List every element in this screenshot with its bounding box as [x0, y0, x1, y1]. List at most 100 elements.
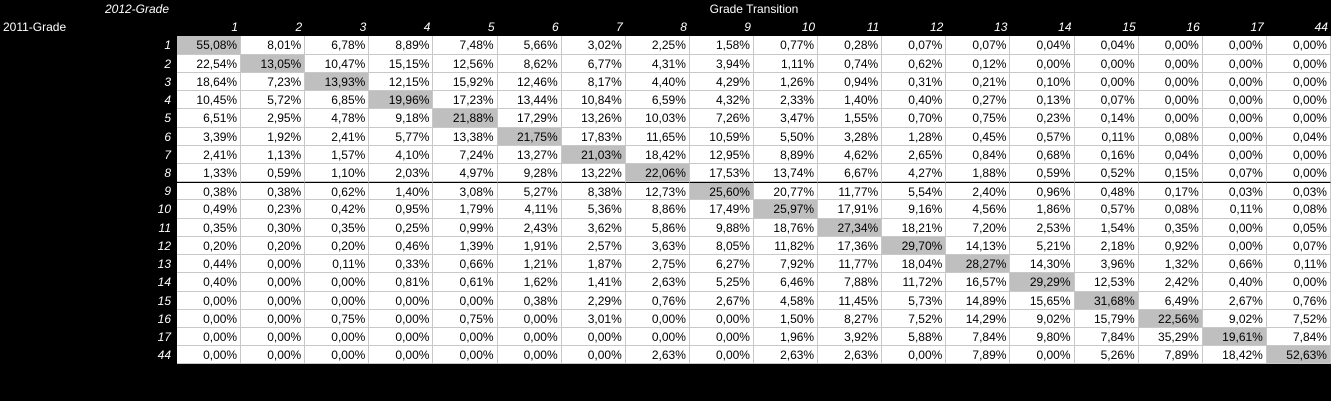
table-cell: 0,70% — [882, 109, 947, 128]
table-cell: 0,07% — [1202, 163, 1267, 183]
table-cell: 5,26% — [1074, 346, 1139, 365]
table-cell: 7,84% — [946, 327, 1011, 347]
table-cell: 12,15% — [369, 72, 434, 92]
table-cell: 5,21% — [1010, 236, 1075, 256]
table-cell: 4,32% — [689, 91, 754, 110]
table-cell: 0,21% — [946, 72, 1011, 92]
table-cell: 5,54% — [882, 182, 947, 201]
row-header: 8 — [0, 163, 177, 183]
table-cell: 7,92% — [753, 255, 819, 274]
table-cell: 0,00% — [497, 327, 562, 347]
table-cell: 1,91% — [497, 236, 562, 256]
diagonal-cell: 13,05% — [241, 54, 306, 73]
table-cell: 0,38% — [497, 291, 562, 310]
table-cell: 9,02% — [1202, 309, 1267, 328]
table-cell: 1,50% — [753, 309, 819, 328]
table-cell: 0,00% — [1266, 145, 1331, 164]
table-cell: 0,20% — [305, 236, 370, 256]
table-cell: 0,00% — [882, 346, 947, 365]
table-cell: 0,45% — [946, 127, 1011, 146]
table-cell: 2,63% — [753, 346, 819, 365]
table-cell: 7,52% — [1266, 309, 1331, 328]
table-cell: 0,08% — [1138, 127, 1203, 146]
table-cell: 8,05% — [689, 236, 754, 256]
table-cell: 0,04% — [1138, 145, 1203, 164]
table-cell: 1,96% — [753, 327, 819, 347]
table-cell: 2,03% — [369, 163, 434, 183]
table-cell: 0,35% — [1138, 218, 1203, 237]
table-cell: 1,28% — [882, 127, 947, 146]
table-cell: 0,07% — [946, 36, 1011, 55]
table-cell: 9,28% — [497, 163, 562, 183]
table-cell: 18,42% — [625, 145, 690, 164]
diagonal-cell: 29,70% — [882, 236, 947, 256]
table-cell: 2,25% — [625, 36, 690, 55]
row-header: 4 — [0, 91, 177, 110]
table-cell: 10,84% — [561, 91, 626, 110]
table-cell: 0,62% — [882, 54, 947, 73]
row-header: 10 — [0, 200, 177, 219]
table-cell: 3,47% — [753, 109, 819, 128]
table-cell: 0,75% — [305, 309, 370, 328]
table-cell: 0,23% — [1010, 109, 1075, 128]
table-cell: 13,38% — [433, 127, 498, 146]
table-cell: 7,89% — [946, 346, 1011, 365]
table-cell: 1,26% — [753, 72, 819, 92]
table-cell: 0,00% — [1202, 72, 1267, 92]
table-cell: 2,63% — [625, 273, 690, 292]
table-cell: 3,01% — [561, 309, 626, 328]
diagonal-cell: 19,96% — [369, 91, 434, 110]
table-cell: 3,92% — [818, 327, 883, 347]
table-cell: 0,00% — [177, 309, 242, 328]
table-cell: 5,25% — [689, 273, 754, 292]
table-cell: 2,40% — [946, 182, 1011, 201]
table-cell: 1,57% — [305, 145, 370, 164]
table-cell: 1,92% — [241, 127, 306, 146]
table-cell: 12,46% — [497, 72, 562, 92]
table-cell: 8,86% — [625, 200, 690, 219]
table-cell: 1,62% — [497, 273, 562, 292]
table-cell: 3,28% — [818, 127, 883, 146]
table-cell: 15,15% — [369, 54, 434, 73]
table-cell: 0,94% — [818, 72, 883, 92]
table-cell: 11,65% — [625, 127, 690, 146]
column-header: 4 — [369, 18, 434, 37]
table-cell: 0,00% — [1266, 72, 1331, 92]
diagonal-cell: 52,63% — [1266, 346, 1331, 365]
table-cell: 17,49% — [689, 200, 754, 219]
column-header: 11 — [818, 18, 883, 37]
table-cell: 0,07% — [1074, 91, 1139, 110]
diagonal-cell: 31,68% — [1074, 291, 1139, 310]
table-cell: 15,79% — [1074, 309, 1139, 328]
table-cell: 2,67% — [689, 291, 754, 310]
table-cell: 5,27% — [497, 182, 562, 201]
table-cell: 18,04% — [882, 255, 947, 274]
table-cell: 0,00% — [241, 291, 306, 310]
row-header: 14 — [0, 273, 177, 292]
table-cell: 1,11% — [753, 54, 819, 73]
table-cell: 0,15% — [1138, 163, 1203, 183]
table-cell: 0,62% — [305, 182, 370, 201]
blank-cell — [97, 18, 177, 37]
table-cell: 0,00% — [241, 309, 306, 328]
table-cell: 0,00% — [1010, 54, 1075, 73]
table-cell: 0,00% — [1202, 236, 1267, 256]
table-cell: 0,00% — [1266, 36, 1331, 55]
table-cell: 0,00% — [305, 273, 370, 292]
table-cell: 8,17% — [561, 72, 626, 92]
table-cell: 14,13% — [946, 236, 1011, 256]
table-cell: 0,35% — [177, 218, 242, 237]
table-cell: 0,00% — [369, 346, 434, 365]
table-cell: 6,77% — [561, 54, 626, 73]
column-header: 10 — [753, 18, 819, 37]
table-cell: 7,23% — [241, 72, 306, 92]
table-cell: 1,54% — [1074, 218, 1139, 237]
row-header: 9 — [0, 182, 177, 201]
table-cell: 1,13% — [241, 145, 306, 164]
table-cell: 14,89% — [946, 291, 1011, 310]
table-cell: 7,48% — [433, 36, 498, 55]
table-cell: 0,38% — [177, 182, 242, 201]
table-cell: 6,78% — [305, 36, 370, 55]
table-cell: 0,00% — [369, 309, 434, 328]
